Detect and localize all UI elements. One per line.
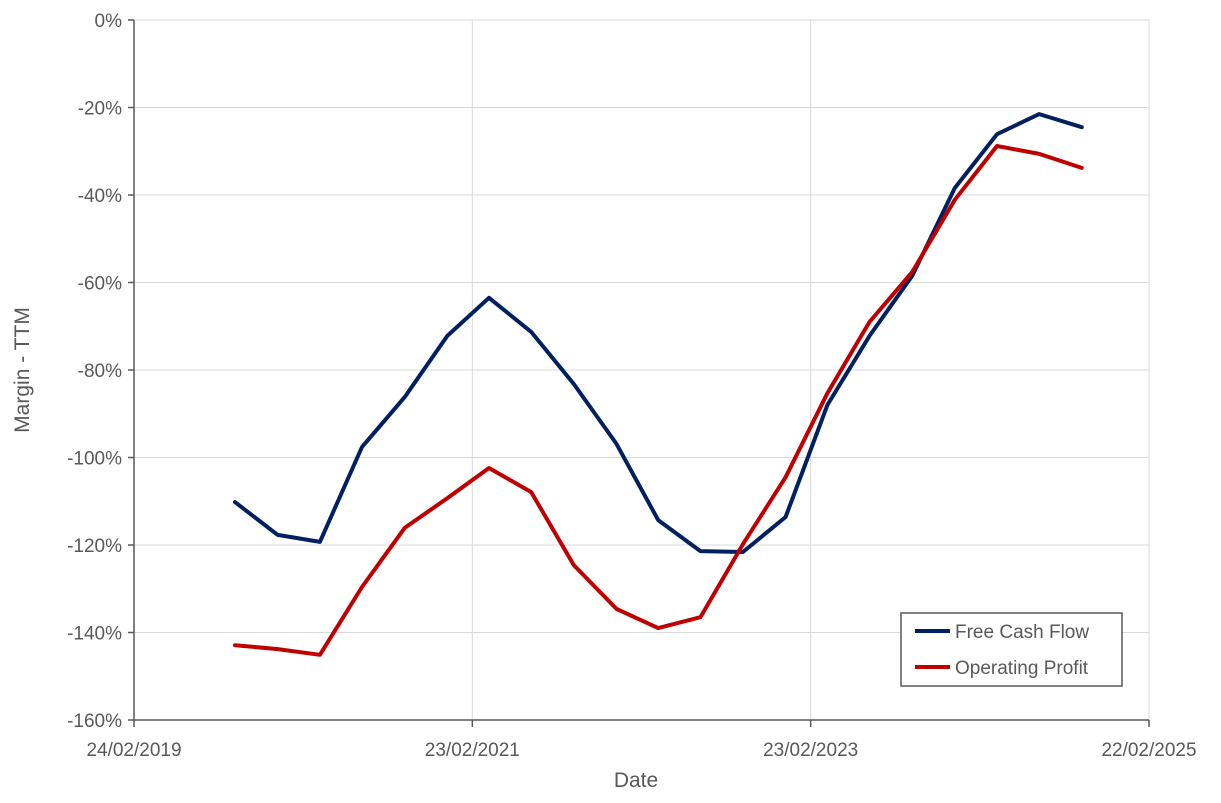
- x-tick-label: 23/02/2023: [763, 740, 858, 761]
- legend: Free Cash Flow Operating Profit: [900, 612, 1123, 687]
- x-tick-label: 22/02/2025: [1101, 740, 1196, 761]
- y-tick-label: -160%: [67, 711, 122, 732]
- axes: 0% -20% -40% -60% -80% -100% -120% -140% -160% 24…: [67, 11, 1196, 761]
- y-tick-label: -60%: [78, 274, 122, 295]
- x-tick-label: 23/02/2021: [425, 740, 520, 761]
- y-tick-label: 0%: [95, 11, 123, 32]
- legend-box: [900, 612, 1123, 687]
- y-tick-label: -120%: [67, 536, 122, 557]
- y-axis-label: Margin - TTM: [11, 307, 34, 433]
- y-tick-label: -100%: [67, 449, 122, 470]
- y-tick-label: -40%: [78, 186, 122, 207]
- series-line-operating-profit: [233, 144, 1084, 657]
- series-line-free-cash-flow: [233, 112, 1084, 554]
- y-tick-label: -140%: [67, 624, 122, 645]
- series-lines: [233, 112, 1084, 657]
- legend-label-free-cash-flow: Free Cash Flow: [955, 622, 1089, 643]
- gridlines: [134, 19, 1150, 720]
- x-tick-label: 24/02/2019: [86, 740, 181, 761]
- y-tick-label: -80%: [78, 361, 122, 382]
- y-tick-label: -20%: [78, 99, 122, 120]
- legend-label-operating-profit: Operating Profit: [955, 658, 1089, 679]
- x-axis-label: Date: [614, 769, 658, 792]
